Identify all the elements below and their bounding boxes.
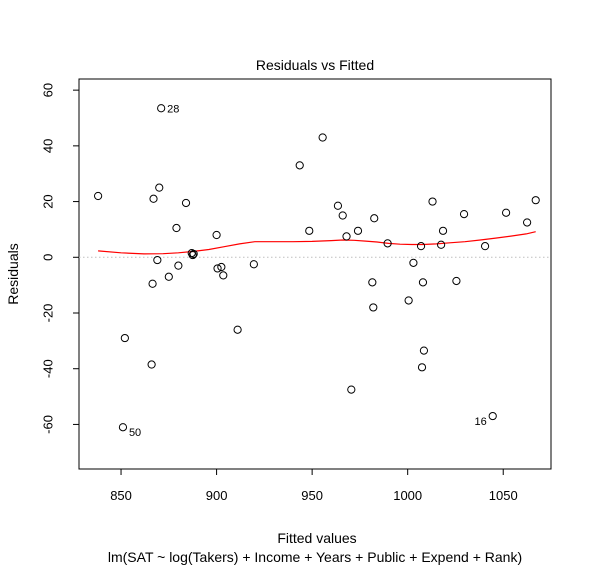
- data-point: [233, 325, 242, 334]
- data-point: [370, 214, 379, 223]
- data-point: [318, 133, 327, 142]
- data-point: [488, 411, 497, 421]
- data-point: [188, 250, 197, 260]
- data-point: [305, 226, 314, 235]
- data-point: [217, 262, 226, 272]
- data-point: [418, 278, 428, 287]
- data-point: [404, 296, 413, 305]
- data-point: [333, 201, 343, 210]
- point-labels: 50 28 16: [129, 103, 487, 439]
- data-point: [172, 223, 181, 233]
- data-point: [213, 264, 222, 273]
- data-point: [147, 360, 156, 369]
- data-point: [174, 261, 183, 270]
- data-point: [189, 249, 198, 259]
- data-point: [523, 218, 532, 227]
- data-point: [295, 161, 304, 170]
- data-point: [219, 271, 228, 280]
- point-label: 28: [167, 103, 179, 115]
- data-point: [338, 211, 347, 220]
- x-tick-label: 850: [110, 488, 132, 503]
- x-tick-label: 900: [206, 488, 228, 503]
- data-point: [342, 232, 351, 241]
- chart-title: Residuals vs Fitted: [256, 57, 374, 73]
- data-point: [155, 183, 164, 192]
- data-point: [94, 191, 103, 201]
- model-formula-label: lm(SAT ~ log(Takers) + Income + Years + …: [108, 549, 522, 565]
- data-point: [531, 196, 540, 205]
- data-point: [347, 385, 356, 394]
- data-point: [416, 242, 426, 251]
- x-tick-label: 950: [301, 488, 323, 503]
- y-tick-label: 0: [41, 254, 56, 261]
- point-label: 50: [129, 427, 141, 439]
- plot-frame: [78, 78, 552, 470]
- data-point: [118, 423, 128, 432]
- y-tick-label: 60: [41, 83, 56, 97]
- data-point: [148, 279, 157, 288]
- y-tick-label: -20: [41, 304, 56, 323]
- data-point: [480, 242, 490, 251]
- data-point: [417, 363, 427, 372]
- y-axis: -60 -40 -20 0 20 40 60: [41, 83, 80, 434]
- x-axis: 850 900 950 1000 1050: [110, 468, 518, 503]
- data-point: [419, 346, 429, 355]
- y-tick-label: 20: [41, 194, 56, 208]
- data-point: [437, 240, 446, 249]
- data-point: [368, 278, 377, 287]
- smoother-line: [98, 231, 536, 255]
- data-point: [459, 210, 469, 219]
- x-tick-label: 1050: [489, 488, 518, 503]
- point-label: 16: [474, 416, 486, 428]
- data-point: [120, 333, 129, 343]
- data-point: [212, 230, 221, 240]
- x-axis-label: Fitted values: [277, 530, 356, 546]
- y-tick-label: -60: [41, 415, 56, 434]
- x-tick-label: 1000: [393, 488, 422, 503]
- data-point: [369, 303, 378, 312]
- data-point: [164, 272, 173, 281]
- y-tick-label: 40: [41, 139, 56, 153]
- y-tick-label: -40: [41, 359, 56, 378]
- data-point: [409, 258, 418, 267]
- data-point: [181, 198, 191, 208]
- data-point: [428, 197, 437, 206]
- data-point: [353, 226, 363, 235]
- data-point: [452, 276, 461, 286]
- y-axis-label: Residuals: [5, 243, 21, 304]
- data-point: [501, 208, 511, 217]
- data-point: [249, 260, 258, 269]
- scatter-points: [94, 104, 540, 432]
- data-point: [383, 239, 392, 248]
- data-point: [149, 194, 158, 203]
- data-point: [153, 255, 162, 265]
- data-point: [438, 226, 448, 235]
- smoother-curve: [98, 231, 536, 255]
- data-point: [157, 104, 166, 113]
